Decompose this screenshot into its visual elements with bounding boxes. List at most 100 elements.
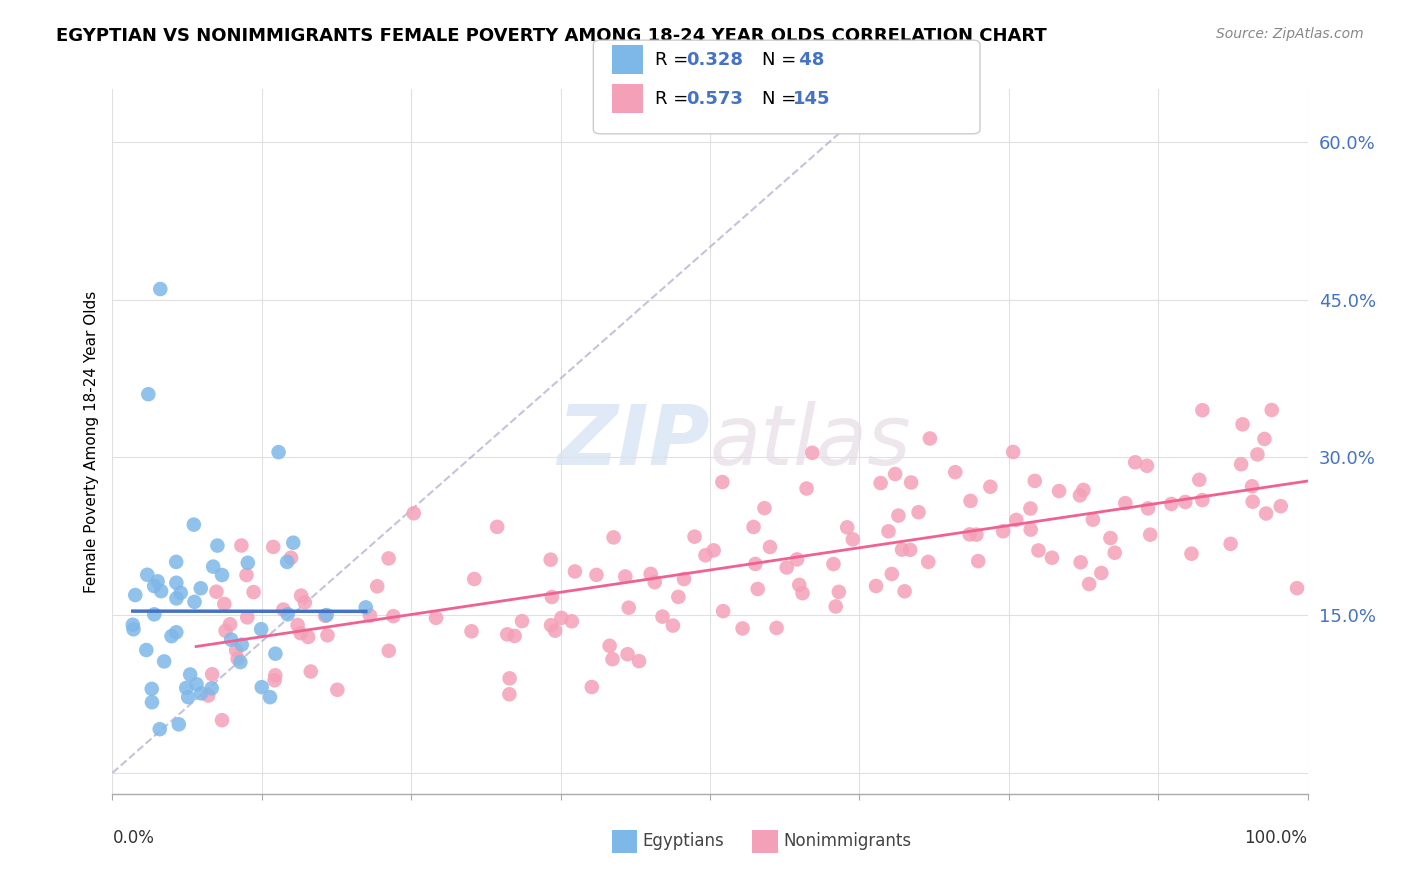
Point: [898, 542, 921, 557]
Point: [759, 540, 782, 554]
Point: [146, 574, 169, 589]
Point: [179, 667, 201, 681]
Point: [211, 713, 233, 727]
Point: [267, 445, 290, 459]
Point: [229, 655, 252, 669]
Point: [510, 614, 533, 628]
Point: [316, 628, 339, 642]
Text: 100.0%: 100.0%: [1244, 830, 1308, 847]
Point: [211, 568, 233, 582]
Point: [1230, 457, 1253, 471]
Point: [540, 618, 562, 632]
Point: [231, 638, 253, 652]
Point: [1241, 494, 1264, 508]
Point: [460, 624, 482, 639]
Point: [865, 579, 887, 593]
Point: [683, 530, 706, 544]
Point: [496, 627, 519, 641]
Point: [366, 579, 388, 593]
Point: [564, 565, 586, 579]
Point: [207, 539, 229, 553]
Point: [617, 600, 640, 615]
Text: ZIP: ZIP: [557, 401, 710, 482]
Point: [190, 686, 212, 700]
Point: [297, 630, 319, 644]
Point: [165, 555, 187, 569]
Point: [602, 652, 624, 666]
Point: [1123, 455, 1146, 469]
Point: [183, 595, 205, 609]
Text: 0.573: 0.573: [686, 90, 742, 108]
Point: [1261, 403, 1284, 417]
Point: [425, 611, 447, 625]
Point: [283, 535, 305, 549]
Point: [186, 677, 208, 691]
Point: [290, 589, 312, 603]
Point: [1090, 566, 1112, 580]
Point: [122, 622, 145, 636]
Point: [666, 590, 689, 604]
Point: [197, 689, 219, 703]
Point: [150, 584, 173, 599]
Point: [141, 681, 163, 696]
Point: [823, 557, 845, 571]
Point: [991, 524, 1014, 539]
Text: 48: 48: [793, 51, 824, 69]
Point: [900, 475, 922, 490]
Text: Source: ZipAtlas.com: Source: ZipAtlas.com: [1216, 27, 1364, 41]
Point: [486, 520, 509, 534]
Point: [498, 687, 520, 701]
Point: [264, 668, 287, 682]
Point: [201, 667, 224, 681]
Point: [959, 527, 981, 541]
Point: [1180, 547, 1202, 561]
Point: [276, 555, 298, 569]
Point: [160, 629, 183, 643]
Point: [1232, 417, 1254, 432]
Point: [242, 585, 264, 599]
Point: [711, 604, 734, 618]
Point: [165, 591, 187, 606]
Point: [742, 520, 765, 534]
Point: [1188, 473, 1211, 487]
Point: [250, 680, 273, 694]
Point: [250, 622, 273, 636]
Point: [231, 539, 253, 553]
Point: [377, 644, 399, 658]
Point: [884, 467, 907, 481]
Point: [614, 569, 637, 583]
Point: [149, 282, 172, 296]
Point: [1137, 501, 1160, 516]
Point: [143, 579, 166, 593]
Point: [651, 609, 673, 624]
Point: [1024, 474, 1046, 488]
Point: [1191, 403, 1213, 417]
Point: [326, 682, 349, 697]
Point: [616, 647, 638, 661]
Point: [287, 618, 309, 632]
Point: [880, 566, 903, 581]
Point: [1019, 501, 1042, 516]
Point: [585, 567, 607, 582]
Point: [1047, 484, 1070, 499]
Point: [787, 578, 810, 592]
Point: [640, 566, 662, 581]
Point: [1081, 513, 1104, 527]
Point: [967, 554, 990, 568]
Point: [149, 722, 172, 736]
Point: [644, 575, 666, 590]
Point: [225, 643, 247, 657]
Point: [177, 690, 200, 705]
Point: [1139, 527, 1161, 541]
Point: [695, 549, 717, 563]
Point: [202, 559, 225, 574]
Point: [165, 625, 187, 640]
Point: [463, 572, 485, 586]
Point: [236, 556, 259, 570]
Point: [1254, 507, 1277, 521]
Text: atlas: atlas: [710, 401, 911, 482]
Point: [747, 582, 769, 596]
Point: [498, 671, 520, 685]
Point: [214, 597, 236, 611]
Point: [121, 617, 143, 632]
